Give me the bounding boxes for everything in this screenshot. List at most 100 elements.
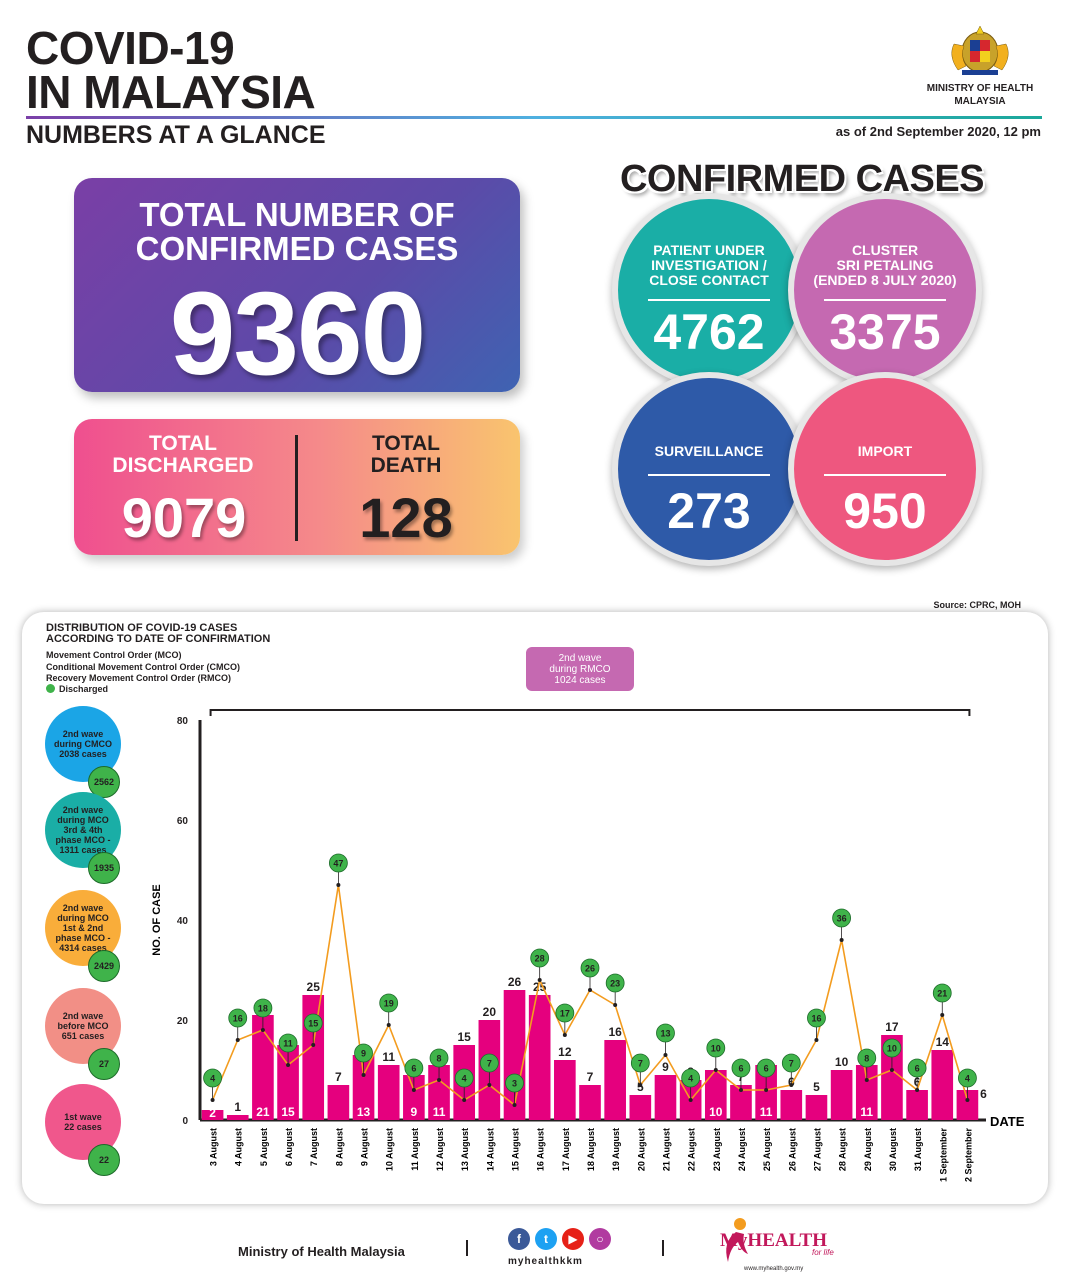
bar-value-label: 21 xyxy=(256,1105,270,1119)
bar-value-label: 11 xyxy=(433,1105,446,1119)
bar-value-label: 10 xyxy=(835,1055,849,1069)
youtube-icon[interactable]: ▶ xyxy=(562,1228,584,1250)
facebook-icon[interactable]: f xyxy=(508,1228,530,1250)
rmco-bracket xyxy=(209,709,971,716)
death-label: TOTAL DEATH xyxy=(324,433,488,477)
wave-bubble-line: 3rd & 4th xyxy=(63,825,103,835)
myhealth-brand-text: MyHEALTH xyxy=(720,1230,827,1251)
discharged-marker xyxy=(580,958,600,978)
import-value: 950 xyxy=(843,483,927,539)
header-rule xyxy=(26,116,1042,119)
pui-circle: PATIENT UNDER INVESTIGATION / CLOSE CONT… xyxy=(612,193,806,387)
discharged-marker xyxy=(807,1008,826,1028)
x-tick-label: 30 August xyxy=(888,1128,898,1171)
discharged-value-label: 9 xyxy=(361,1049,366,1059)
legend-cmco-label: Conditional Movement Control Order (CMCO… xyxy=(46,662,240,672)
cluster-label-1: CLUSTER xyxy=(851,242,919,258)
discharged-marker xyxy=(681,1068,701,1088)
bar-value-label: 7 xyxy=(335,1070,342,1084)
discharged-marker xyxy=(278,1033,298,1053)
total-confirmed-value: 9360 xyxy=(169,268,427,400)
wave-bubble-line: 1st & 2nd xyxy=(62,923,104,933)
legend-discharged-marker xyxy=(46,684,55,693)
discharged-marker xyxy=(756,1058,776,1078)
bar xyxy=(528,995,551,1120)
chart-title-2: ACCORDING TO DATE OF CONFIRMATION xyxy=(46,633,271,645)
bar-value-label: 26 xyxy=(508,975,522,989)
x-tick-label: 19 August xyxy=(611,1128,621,1171)
discharged-marker xyxy=(555,1003,575,1023)
discharged-marker xyxy=(832,908,852,928)
wave-bubble-line: during MCO xyxy=(57,913,109,923)
death-value: 128 xyxy=(359,486,453,549)
discharged-marker xyxy=(379,993,399,1013)
footer-separator xyxy=(466,1240,468,1256)
instagram-icon[interactable]: ○ xyxy=(589,1228,611,1250)
chart-title: DISTRIBUTION OF COVID-19 CASES ACCORDING… xyxy=(46,623,270,645)
discharged-marker xyxy=(932,983,952,1003)
discharged-value-label: 7 xyxy=(638,1059,643,1069)
discharged-value: 9079 xyxy=(121,486,247,549)
discharged-value-label: 10 xyxy=(711,1044,721,1054)
x-tick-label: 18 August xyxy=(586,1128,596,1171)
x-tick-label: 20 August xyxy=(636,1128,646,1171)
total-confirmed-label: TOTAL NUMBER OF CONFIRMED CASES xyxy=(74,198,520,266)
wave-bubble-line: 22 cases xyxy=(64,1122,102,1132)
x-tick-label: 7 August xyxy=(309,1128,319,1166)
pui-label-3: CLOSE CONTACT xyxy=(649,272,769,288)
x-tick-label: 29 August xyxy=(863,1128,873,1171)
discharged-marker xyxy=(253,998,273,1018)
bar xyxy=(403,1075,425,1120)
discharged-value-label: 6 xyxy=(764,1064,769,1074)
discharged-marker xyxy=(781,1053,801,1073)
discharged-value-label: 7 xyxy=(487,1059,492,1069)
bar xyxy=(554,1060,576,1120)
x-tick-label: 10 August xyxy=(385,1128,395,1171)
rmco-wave-box: 2nd wave during RMCO 1024 cases xyxy=(526,647,634,691)
total-confirmed-label-1: TOTAL NUMBER OF xyxy=(139,196,455,233)
discharged-label-2: DISCHARGED xyxy=(112,454,254,477)
wave-bubble-line: phase MCO - xyxy=(55,933,111,943)
death-label-1: TOTAL xyxy=(371,432,441,455)
x-tick-label: 4 August xyxy=(234,1128,244,1166)
bar-value-label: 9 xyxy=(411,1105,418,1119)
discharged-value-label: 13 xyxy=(660,1029,670,1039)
bar xyxy=(704,1070,727,1120)
bar-value-label: 20 xyxy=(483,1005,497,1019)
discharged-value-label: 19 xyxy=(384,999,394,1009)
discharged-value-label: 17 xyxy=(560,1009,570,1019)
y-axis-label: NO. OF CASE xyxy=(151,884,163,956)
cluster-label: CLUSTER SRI PETALING (ENDED 8 JULY 2020) xyxy=(804,243,966,288)
import-label: IMPORT xyxy=(857,443,913,459)
bar xyxy=(327,1085,350,1120)
bar-value-label: 2 xyxy=(209,1106,216,1120)
x-axis-label: DATE xyxy=(990,1114,1025,1129)
death-label-2: DEATH xyxy=(370,454,442,477)
bar-value-label: 1 xyxy=(234,1100,241,1114)
legend-mco: Movement Control Order (MCO) xyxy=(46,650,182,660)
cluster-value: 3375 xyxy=(829,304,941,360)
bar-value-label: 11 xyxy=(382,1050,395,1064)
myhealth-logo-icon xyxy=(726,1218,748,1262)
bar xyxy=(226,1115,249,1120)
legend-cmco: Conditional Movement Control Order (CMCO… xyxy=(46,662,240,672)
rmco-line-1: 2nd wave xyxy=(558,652,602,664)
discharged-marker xyxy=(958,1068,977,1088)
discharged-marker xyxy=(303,1013,323,1033)
bar xyxy=(906,1090,928,1120)
x-tick-label: 9 August xyxy=(360,1128,370,1166)
import-circle: IMPORT 950 xyxy=(788,372,982,566)
twitter-icon[interactable]: t xyxy=(535,1228,557,1250)
discharged-value-label: 16 xyxy=(233,1014,243,1024)
bar-value-label: 15 xyxy=(458,1030,472,1044)
discharged-value-label: 8 xyxy=(864,1054,869,1064)
y-tick-label: 80 xyxy=(177,716,189,727)
discharged-marker xyxy=(656,1023,675,1043)
page-subtitle: NUMBERS AT A GLANCE xyxy=(26,121,326,149)
x-tick-label: 2 September xyxy=(963,1128,973,1183)
bar-value-label: 11 xyxy=(760,1105,773,1119)
chart-title-1: DISTRIBUTION OF COVID-19 CASES xyxy=(46,622,238,634)
x-tick-label: 23 August xyxy=(712,1128,722,1171)
discharged-value-label: 47 xyxy=(333,859,343,869)
discharged-marker xyxy=(454,1068,474,1088)
